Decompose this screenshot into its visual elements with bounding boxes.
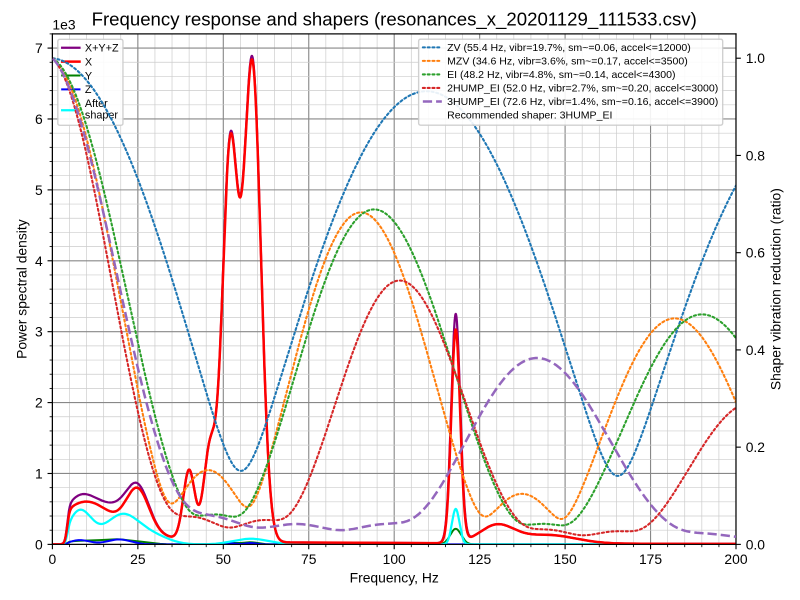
svg-text:5: 5 <box>35 182 43 198</box>
svg-text:25: 25 <box>130 551 146 567</box>
svg-text:125: 125 <box>468 551 491 567</box>
svg-text:Frequency response and shapers: Frequency response and shapers (resonanc… <box>92 9 697 31</box>
svg-text:shaper: shaper <box>85 110 119 122</box>
svg-text:75: 75 <box>301 551 317 567</box>
svg-text:0.2: 0.2 <box>746 439 766 455</box>
svg-text:Recommended shaper: 3HUMP_EI: Recommended shaper: 3HUMP_EI <box>447 110 612 122</box>
svg-text:0: 0 <box>35 536 43 552</box>
svg-text:Power spectral density: Power spectral density <box>14 219 30 359</box>
svg-text:175: 175 <box>639 551 662 567</box>
svg-text:7: 7 <box>35 40 43 56</box>
svg-text:Frequency, Hz: Frequency, Hz <box>350 570 439 586</box>
svg-text:0.6: 0.6 <box>746 245 766 261</box>
svg-text:200: 200 <box>724 551 747 567</box>
svg-text:1.0: 1.0 <box>746 50 766 66</box>
svg-text:X+Y+Z: X+Y+Z <box>85 43 119 55</box>
svg-text:Shaper vibration reduction (ra: Shaper vibration reduction (ratio) <box>768 188 784 390</box>
svg-text:150: 150 <box>554 551 577 567</box>
svg-text:After: After <box>85 98 108 110</box>
svg-text:3HUMP_EI (72.6 Hz, vibr=1.4%,: 3HUMP_EI (72.6 Hz, vibr=1.4%, sm~=0.16, … <box>447 96 718 108</box>
svg-text:2: 2 <box>35 395 43 411</box>
svg-text:0.8: 0.8 <box>746 147 766 163</box>
svg-text:1e3: 1e3 <box>52 17 75 33</box>
svg-text:0.0: 0.0 <box>746 536 766 552</box>
svg-text:2HUMP_EI (52.0 Hz, vibr=2.7%,: 2HUMP_EI (52.0 Hz, vibr=2.7%, sm~=0.20, … <box>447 83 718 95</box>
svg-text:1: 1 <box>35 466 43 482</box>
svg-text:0.4: 0.4 <box>746 342 766 358</box>
svg-text:X: X <box>85 56 92 68</box>
svg-text:0: 0 <box>49 551 57 567</box>
svg-text:100: 100 <box>383 551 406 567</box>
svg-text:4: 4 <box>35 253 43 269</box>
svg-text:EI (48.2 Hz, vibr=4.8%, sm~=0.: EI (48.2 Hz, vibr=4.8%, sm~=0.14, accel<… <box>447 69 675 81</box>
svg-text:50: 50 <box>216 551 232 567</box>
svg-text:MZV (34.6 Hz, vibr=3.6%, sm~=0: MZV (34.6 Hz, vibr=3.6%, sm~=0.17, accel… <box>447 56 688 68</box>
svg-text:6: 6 <box>35 111 43 127</box>
svg-text:3: 3 <box>35 324 43 340</box>
svg-text:ZV (55.4 Hz, vibr=19.7%, sm~=0: ZV (55.4 Hz, vibr=19.7%, sm~=0.06, accel… <box>447 42 691 54</box>
